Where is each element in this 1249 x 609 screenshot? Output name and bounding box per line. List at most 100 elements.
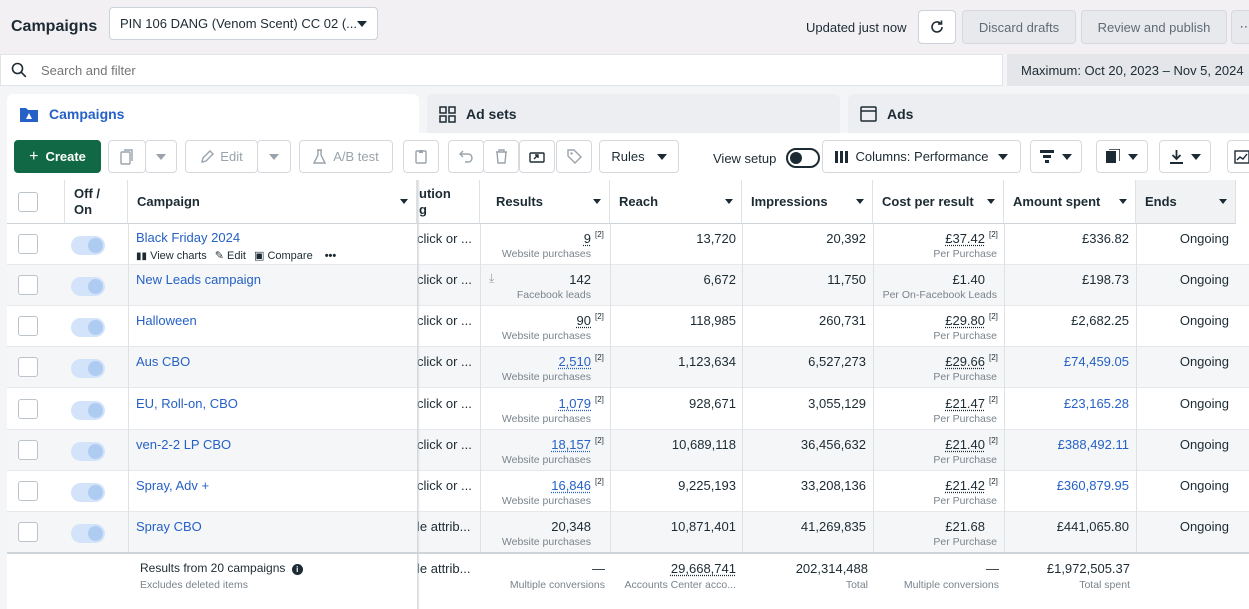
- table-row[interactable]: EU, Roll-on, CBO click or ... 1,079 [2] Webs…: [7, 389, 1249, 430]
- impressions-header[interactable]: Impressions: [742, 180, 873, 224]
- duplicate-dropdown[interactable]: [145, 140, 177, 173]
- table-row[interactable]: ven-2-2 LP CBO click or ... 18,157 [2] Websi…: [7, 430, 1249, 471]
- amount-spent-header[interactable]: Amount spent: [1004, 180, 1136, 224]
- campaign-toggle[interactable]: [71, 359, 105, 378]
- row-checkbox[interactable]: [18, 234, 38, 254]
- undo-button[interactable]: [448, 140, 484, 173]
- sort-chevron-icon: [725, 199, 733, 204]
- breakdown-button[interactable]: [1030, 140, 1082, 173]
- export-download-button[interactable]: [1159, 140, 1211, 173]
- ends-header-label: Ends: [1145, 194, 1177, 209]
- duplicate-button[interactable]: [108, 140, 146, 173]
- row-checkbox[interactable]: [18, 316, 38, 336]
- campaign-name-link[interactable]: Aus CBO: [136, 354, 190, 369]
- ab-test-button[interactable]: A/B test: [299, 140, 393, 173]
- view-setup-switch[interactable]: [786, 148, 820, 168]
- off-on-header: Off / On: [65, 180, 128, 224]
- table-row[interactable]: New Leads campaign click or ... 142 Faceboo…: [7, 265, 1249, 306]
- campaign-toggle[interactable]: [71, 483, 105, 502]
- campaign-name-link[interactable]: ven-2-2 LP CBO: [136, 437, 231, 452]
- totals-sublabel: Excludes deleted items: [140, 579, 248, 591]
- view-setup-label: View setup: [713, 151, 776, 166]
- tab-label: Campaigns: [49, 106, 124, 122]
- campaign-name-link[interactable]: EU, Roll-on, CBO: [136, 396, 238, 411]
- reports-button[interactable]: [1096, 140, 1148, 173]
- results-value: 9: [480, 231, 591, 246]
- campaign-name-link[interactable]: Spray, Adv +: [136, 478, 209, 493]
- campaign-toggle[interactable]: [71, 318, 105, 337]
- tab-label: Ad sets: [466, 106, 517, 122]
- view-charts-action[interactable]: ▮▮ View charts: [136, 250, 207, 262]
- table-row[interactable]: Black Friday 2024 click or ... 9 [2] Website…: [7, 224, 1249, 265]
- rules-button[interactable]: Rules: [599, 140, 679, 173]
- create-label: Create: [45, 149, 85, 164]
- row-checkbox[interactable]: [18, 399, 38, 419]
- row-checkbox[interactable]: [18, 440, 38, 460]
- campaign-toggle[interactable]: [71, 524, 105, 543]
- cost-per-result-value: £21.47: [873, 396, 985, 411]
- chevron-down-icon: [657, 154, 667, 160]
- ends-header[interactable]: Ends: [1136, 180, 1236, 224]
- tab-ad-sets[interactable]: Ad sets: [427, 94, 840, 134]
- download-icon: ⤓: [489, 271, 494, 286]
- row-checkbox[interactable]: [18, 481, 38, 501]
- cost-per-result-header[interactable]: Cost per result: [873, 180, 1004, 224]
- row-checkbox[interactable]: [18, 357, 38, 377]
- search-input[interactable]: [41, 63, 941, 78]
- trash-icon: [495, 149, 508, 164]
- delete-button[interactable]: [483, 140, 519, 173]
- tab-ads[interactable]: Ads: [848, 94, 1249, 134]
- attribution-header[interactable]: ution g: [417, 180, 480, 224]
- results-header[interactable]: Results: [480, 180, 610, 224]
- edit-action[interactable]: ✎ Edit: [215, 249, 246, 262]
- edit-dropdown[interactable]: [257, 140, 291, 173]
- campaign-name-link[interactable]: Halloween: [136, 313, 197, 328]
- edit-button[interactable]: Edit: [185, 140, 258, 173]
- discard-drafts-button[interactable]: Discard drafts: [962, 10, 1076, 44]
- review-publish-button[interactable]: Review and publish: [1081, 10, 1227, 44]
- breakdown-icon: [1040, 150, 1054, 163]
- campaign-toggle[interactable]: [71, 277, 105, 296]
- refresh-button[interactable]: [918, 10, 956, 44]
- row-checkbox[interactable]: [18, 275, 38, 295]
- impressions-value: 6,527,273: [742, 354, 866, 369]
- attribution-setting: click or ...: [417, 396, 479, 411]
- campaign-name-link[interactable]: New Leads campaign: [136, 272, 261, 287]
- view-setup-toggle[interactable]: View setup: [713, 148, 820, 168]
- clipboard-button[interactable]: [403, 140, 439, 173]
- create-button[interactable]: + Create: [14, 140, 101, 173]
- table-row[interactable]: Aus CBO click or ... 2,510 [2] Website purch…: [7, 347, 1249, 388]
- tab-campaigns[interactable]: Campaigns: [7, 94, 419, 134]
- reach-header[interactable]: Reach: [610, 180, 742, 224]
- ends-value: Ongoing: [1136, 272, 1229, 287]
- table-row[interactable]: Spray, Adv + click or ... 16,846 [2] Website…: [7, 471, 1249, 512]
- select-all-checkbox[interactable]: [18, 192, 38, 212]
- results-type: Website purchases: [480, 454, 591, 466]
- ends-value: Ongoing: [1136, 396, 1229, 411]
- table-row[interactable]: Halloween click or ... 90 [2] Website purcha…: [7, 306, 1249, 347]
- row-checkbox[interactable]: [18, 522, 38, 542]
- reports-icon: [1106, 149, 1120, 164]
- campaigns-table: Off / On Campaign ution g Results Reach …: [7, 180, 1249, 609]
- tag-button[interactable]: [556, 140, 592, 173]
- more-options-button[interactable]: ⋯: [1231, 10, 1249, 44]
- attribution-setting: click or ...: [417, 354, 479, 369]
- compare-action[interactable]: ▣ Compare: [254, 249, 313, 262]
- campaign-column-header[interactable]: Campaign: [128, 180, 417, 224]
- info-icon[interactable]: i: [292, 564, 303, 575]
- table-row[interactable]: Spray CBO le attrib... 20,348 Website purch…: [7, 512, 1249, 553]
- columns-button[interactable]: Columns: Performance: [822, 140, 1021, 173]
- campaign-name-link[interactable]: Black Friday 2024: [136, 230, 240, 245]
- campaign-toggle[interactable]: [71, 401, 105, 420]
- campaign-toggle[interactable]: [71, 236, 105, 255]
- more-actions-icon[interactable]: •••: [325, 250, 337, 262]
- export-button[interactable]: [519, 140, 555, 173]
- campaign-name-link[interactable]: Spray CBO: [136, 519, 202, 534]
- cost-per-result-value: £21.42: [873, 478, 985, 493]
- date-range-picker[interactable]: Maximum: Oct 20, 2023 – Nov 5, 2024: [1007, 54, 1249, 86]
- campaign-toggle[interactable]: [71, 442, 105, 461]
- cost-per-result-type: Per Purchase: [873, 248, 997, 260]
- totals-label: Results from 20 campaigns i: [140, 561, 303, 575]
- account-selector[interactable]: PIN 106 DANG (Venom Scent) CC 02 (...: [109, 7, 378, 40]
- charts-button[interactable]: [1227, 140, 1249, 173]
